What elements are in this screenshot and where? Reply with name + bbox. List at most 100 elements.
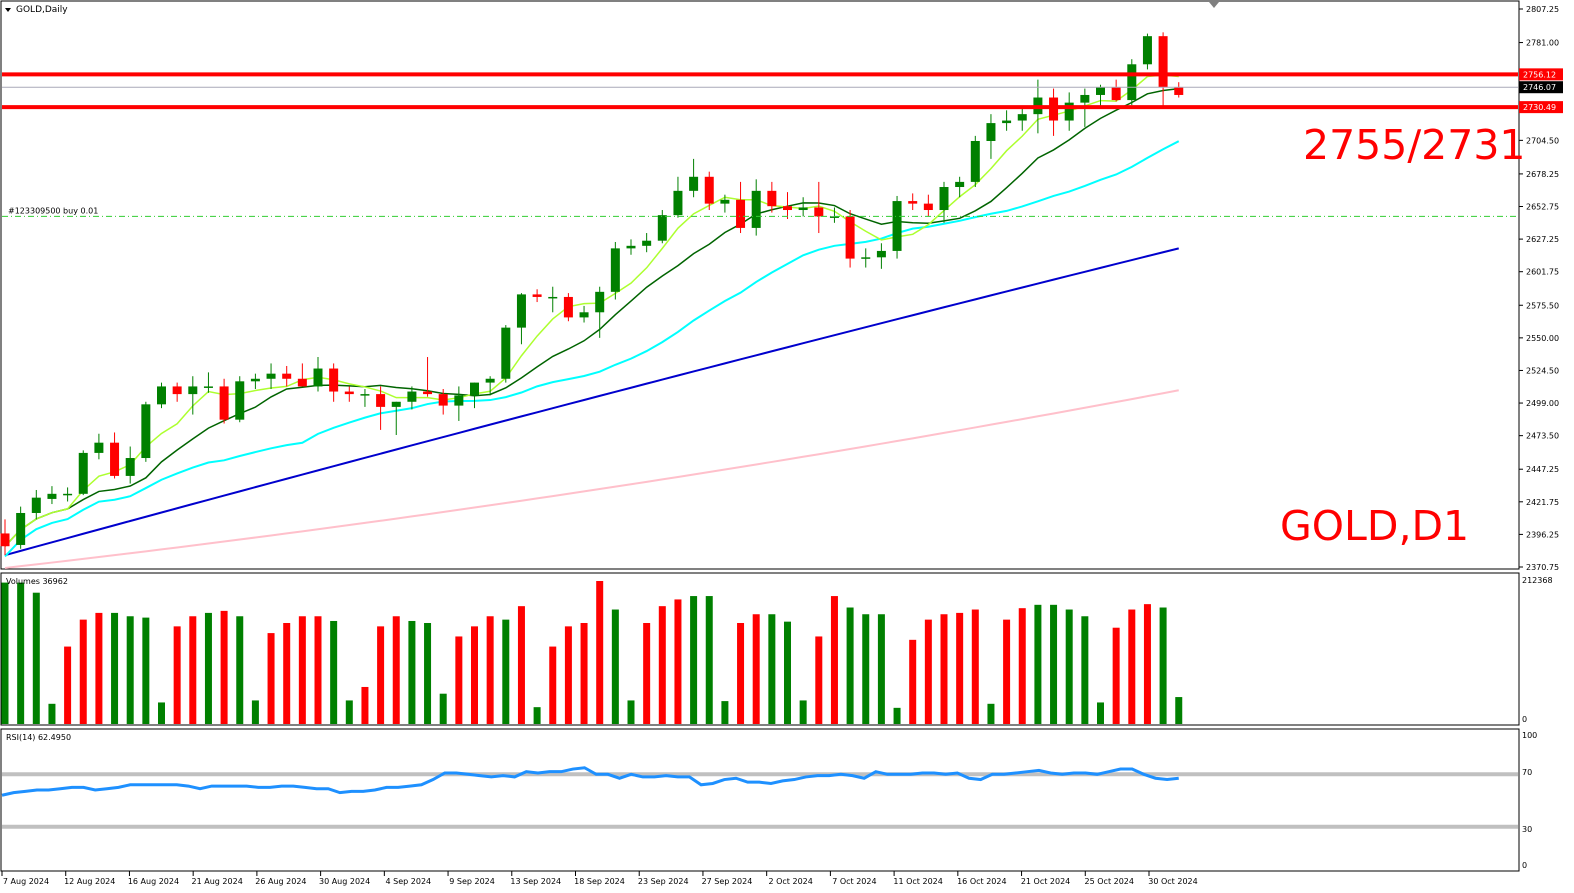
volume-bar — [439, 693, 447, 724]
volume-bar — [1034, 604, 1042, 724]
collapse-arrow-icon[interactable] — [5, 8, 11, 12]
candle — [579, 305, 589, 323]
candle — [438, 388, 448, 415]
candle — [1002, 110, 1012, 131]
volume-bar — [846, 607, 854, 724]
volumes-panel[interactable]: Volumes 36962 212368 0 — [0, 572, 1553, 726]
candle — [47, 486, 57, 505]
volume-bar — [361, 686, 369, 724]
candle — [720, 194, 730, 213]
volume-bar — [690, 596, 698, 724]
volume-bar — [971, 609, 979, 724]
volume-bar — [455, 636, 463, 724]
volume-bar — [220, 610, 228, 724]
candle — [407, 386, 417, 410]
candle — [297, 363, 307, 387]
rsi-panel[interactable]: RSI(14) 62.4950 100 70 30 0 — [0, 728, 1537, 872]
candle — [845, 210, 855, 268]
volume-bar — [1081, 616, 1089, 724]
volume-bar — [408, 620, 416, 724]
candle — [751, 179, 761, 236]
candle — [125, 446, 135, 484]
volume-bar — [236, 616, 244, 724]
volume-bar — [471, 626, 478, 724]
volume-bar — [17, 582, 25, 724]
volume-bar — [1, 582, 9, 724]
candle — [1096, 84, 1105, 108]
candle — [986, 114, 996, 159]
price-tick-label: 2627.25 — [1526, 235, 1559, 244]
candle — [31, 489, 41, 520]
volume-bar — [1128, 609, 1136, 724]
volume-bar — [549, 646, 557, 724]
volume-bar — [330, 620, 338, 724]
volume-bar — [674, 599, 682, 724]
volume-bar — [1175, 697, 1183, 724]
volume-bar — [283, 622, 291, 724]
volume-bar — [1003, 619, 1011, 724]
date-label: 16 Aug 2024 — [128, 877, 179, 886]
volume-bar — [580, 622, 588, 724]
shift-marker-icon[interactable] — [1209, 2, 1219, 8]
candle — [344, 386, 354, 402]
horizontal-levels — [2, 72, 1518, 110]
volume-bar — [940, 614, 948, 724]
volume-bar — [643, 622, 651, 724]
candle — [626, 239, 636, 255]
volume-bar — [314, 616, 322, 724]
volume-bar — [862, 614, 870, 724]
rsi-axis-70: 70 — [1522, 768, 1532, 777]
candle — [767, 181, 777, 213]
date-label: 21 Aug 2024 — [192, 877, 243, 886]
candle — [470, 382, 479, 409]
volume-bar — [392, 616, 400, 724]
volume-bar — [752, 614, 760, 724]
candle — [532, 289, 542, 303]
volume-bar — [893, 707, 901, 724]
volume-bar — [799, 700, 807, 724]
ma-fast-line — [4, 74, 1179, 547]
price-tick-label: 2781.00 — [1526, 39, 1559, 48]
price-tick-label: 2499.00 — [1526, 399, 1559, 408]
price-tick-label: 2704.50 — [1526, 136, 1559, 145]
candle — [642, 233, 652, 253]
volume-bar — [79, 619, 87, 724]
price-tag — [1519, 81, 1563, 94]
date-label: 7 Oct 2024 — [832, 877, 876, 886]
volume-bar — [204, 612, 212, 724]
ma-100-line — [4, 389, 1179, 569]
volume-bar — [768, 614, 776, 724]
volume-bar — [1065, 609, 1073, 724]
candle — [516, 293, 526, 345]
symbol-title: GOLD,Daily — [16, 5, 68, 15]
candle — [282, 365, 292, 387]
volume-bar — [737, 622, 745, 724]
date-label: 2 Oct 2024 — [768, 877, 812, 886]
candle — [1174, 82, 1184, 98]
trade-label: #123309500 buy 0.01 — [8, 206, 98, 215]
volume-bar — [126, 616, 134, 724]
date-label: 30 Aug 2024 — [319, 877, 370, 886]
date-axis: 7 Aug 2024 12 Aug 2024 16 Aug 2024 21 Aug 2… — [1, 871, 1198, 886]
candle — [1064, 92, 1074, 131]
candle — [610, 241, 620, 300]
candle — [172, 382, 182, 402]
volumes-title: Volumes 36962 — [6, 577, 68, 586]
volume-bar — [533, 707, 541, 724]
price-tick-label: 2575.50 — [1526, 301, 1559, 310]
volume-axis-min: 0 — [1522, 715, 1527, 724]
candle — [423, 357, 433, 397]
volume-bar — [877, 614, 885, 724]
price-tick-label: 2370.75 — [1526, 563, 1559, 572]
volume-bar — [924, 619, 932, 724]
volume-bar — [956, 612, 964, 724]
candle — [391, 401, 401, 436]
volume-bar — [64, 646, 72, 724]
rsi-line — [1, 766, 1179, 797]
main-price-panel[interactable]: #123309500 buy 0.01 GOLD,Daily 2755/2731… — [0, 0, 1526, 570]
candle — [157, 382, 166, 409]
date-label: 30 Oct 2024 — [1148, 877, 1197, 886]
price-tag-label: 2746.07 — [1523, 83, 1556, 92]
volume-bar — [345, 700, 353, 724]
